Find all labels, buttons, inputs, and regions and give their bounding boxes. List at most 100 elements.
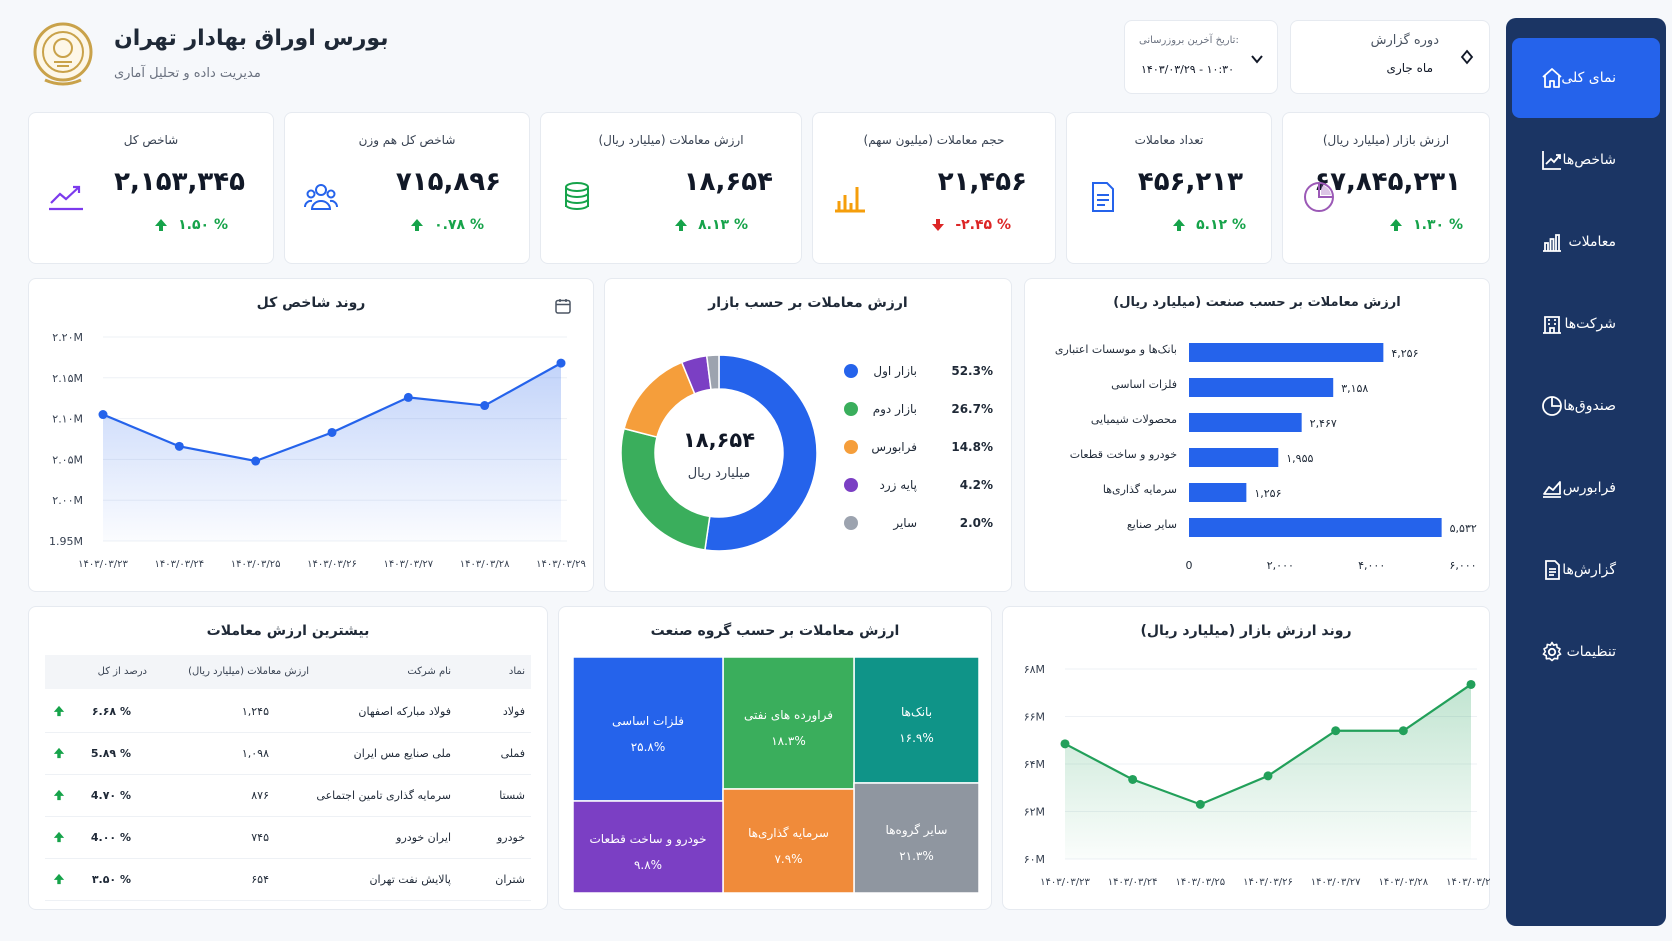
arrow-up-icon [53, 705, 65, 717]
bar-chart-icon [835, 187, 865, 213]
sidebar-item-farabourse[interactable]: فرابورس [1512, 448, 1660, 528]
calendar-icon[interactable] [554, 297, 572, 315]
document-icon [1092, 182, 1114, 212]
last-update-select[interactable]: تاریخ آخرین بروزرسانی: ۱۴۰۳/۰۳/۲۹ - ۱۰:۳… [1124, 20, 1278, 94]
kpi-card[interactable]: ارزش معاملات (میلیارد ریال) ۱۸,۶۵۴ ۸.۱۳ % [540, 112, 802, 264]
sidebar-item-funds[interactable]: صندوق‌ها [1512, 366, 1660, 446]
treemap-tile-value: ۲۱.۳% [899, 849, 934, 863]
data-point[interactable] [480, 401, 490, 411]
bar-chart-icon [1543, 234, 1561, 252]
x-tick-label: 0 [1186, 559, 1193, 572]
building-icon [1543, 316, 1561, 334]
data-point[interactable] [1398, 726, 1408, 736]
treemap-tile-label: خودرو و ساخت قطعات [589, 832, 706, 847]
bar[interactable] [1189, 448, 1279, 467]
data-point[interactable] [98, 410, 108, 420]
kpi-card[interactable]: شاخص کل ۲,۱۵۳,۳۴۵ ۱.۵۰ % [28, 112, 274, 264]
donut-slice[interactable] [705, 354, 720, 391]
sidebar-item-companies[interactable]: شرکت‌ها [1512, 284, 1660, 364]
sidebar-item-indices[interactable]: شاخص‌ها [1512, 120, 1660, 200]
data-point[interactable] [403, 392, 413, 402]
arrow-up-icon [1390, 219, 1403, 231]
cell-symbol: خودرو [496, 831, 525, 844]
last-update-label: تاریخ آخرین بروزرسانی: [1139, 35, 1239, 46]
last-update-value: ۱۴۰۳/۰۳/۲۹ - ۱۰:۳۰ [1141, 63, 1234, 76]
sidebar-item-overview[interactable]: نمای کلی [1512, 38, 1660, 118]
legend-swatch [844, 440, 858, 454]
data-point[interactable] [556, 358, 566, 368]
bar-value-label: ۵,۵۳۲ [1450, 522, 1477, 535]
data-point[interactable] [1195, 799, 1205, 809]
arrow-up-icon [411, 219, 424, 231]
kpi-card[interactable]: ارزش بازار (میلیارد ریال) ۶۷,۸۴۵,۲۳۱ ۱.۳۰ … [1282, 112, 1490, 264]
bar[interactable] [1189, 413, 1302, 432]
sidebar-item-reports[interactable]: گزارش‌ها [1512, 530, 1660, 610]
y-tick-label: ۶۴M [1024, 758, 1045, 771]
treemap-tile[interactable] [722, 788, 855, 894]
pie-icon [1304, 182, 1334, 212]
arrow-up-icon [675, 219, 688, 231]
kpi-change: ۸.۱۳ % [698, 217, 748, 233]
chart-line-icon [1542, 151, 1561, 170]
x-tick-label: ۱۴۰۳/۰۳/۲۳ [78, 559, 128, 570]
arrow-up-icon [53, 747, 65, 759]
bar-category-label: سرمایه گذاری‌ها [1103, 483, 1177, 496]
y-tick-label: ۲.۲۰M [52, 331, 83, 344]
data-point[interactable] [1466, 679, 1476, 689]
table-row[interactable]: شستا سرمایه گذاری تامین اجتماعی ۸۷۶ 4.۷۰ % [45, 775, 531, 817]
kpi-title: تعداد معاملات [1134, 133, 1204, 147]
arrow-up-icon [53, 831, 65, 843]
cell-percent: 4.۰۰ % [90, 831, 131, 844]
treemap-tile[interactable] [572, 656, 724, 802]
coins-icon [565, 182, 589, 210]
data-point[interactable] [1331, 726, 1341, 736]
bar[interactable] [1189, 518, 1442, 537]
report-period-label: دوره گزارش [1370, 33, 1439, 48]
market-trend-card: روند ارزش بازار (میلیارد ریال) ۶۸M ۶۶M ۶۴M… [1002, 606, 1491, 910]
home-icon [1542, 68, 1562, 88]
bar[interactable] [1189, 483, 1247, 502]
data-point[interactable] [327, 427, 337, 437]
report-period-select[interactable]: دوره گزارش ماه جاری [1290, 20, 1490, 94]
treemap-tile-value: ۹.۸% [634, 858, 662, 872]
data-point[interactable] [1060, 739, 1070, 749]
treemap-tile[interactable] [572, 800, 724, 894]
x-tick-label: ۱۴۰۳/۰۳/۲۵ [1175, 877, 1225, 888]
table-row[interactable]: شتران پالایش نفت تهران ۶۵۴ ۳.۵۰ % [45, 859, 531, 901]
sidebar-item-label: گزارش‌ها [1562, 562, 1616, 578]
data-point[interactable] [1263, 771, 1273, 781]
kpi-value: ۲,۱۵۳,۳۴۵ [114, 167, 245, 197]
data-point[interactable] [1128, 774, 1138, 784]
legend-value: 4.2% [960, 478, 993, 492]
table-row[interactable]: خودرو ایران خودرو ۷۴۵ 4.۰۰ % [45, 817, 531, 859]
industry-bar-title: ارزش معاملات بر حسب صنعت (میلیارد ریال) [1113, 295, 1401, 310]
donut-slice[interactable] [623, 361, 696, 438]
kpi-card[interactable]: شاخص کل هم وزن ۷۱۵,۸۹۶ ۰.۷۸ % [284, 112, 530, 264]
cell-percent: 4.۷۰ % [90, 789, 131, 802]
kpi-card[interactable]: تعداد معاملات ۴۵۶,۲۱۳ ۵.۱۲ % [1066, 112, 1272, 264]
x-tick-label: ۱۴۰۳/۰۳/۲۹ [1446, 877, 1491, 888]
chevron-updown-icon [1460, 49, 1474, 65]
treemap-tile[interactable] [853, 782, 980, 894]
table-row[interactable]: فملی ملی صنایع مس ایران ۱,۰۹۸ 5.۸۹ % [45, 733, 531, 775]
treemap-tile-label: فراورده های نفتی [744, 708, 833, 723]
bar[interactable] [1189, 343, 1384, 362]
top-trades-title: بیشترین ارزش معاملات [206, 623, 370, 639]
sidebar-item-trades[interactable]: معاملات [1512, 202, 1660, 282]
legend-swatch [844, 402, 858, 416]
donut-slice[interactable] [704, 354, 818, 552]
legend-label: پایه زرد [879, 478, 917, 493]
treemap-tile[interactable] [853, 656, 980, 784]
kpi-title: ارزش معاملات (میلیارد ریال) [598, 133, 744, 147]
sidebar-item-settings[interactable]: تنظیمات [1512, 612, 1660, 692]
table-row[interactable]: فولاد فولاد مبارکه اصفهان ۱,۲۴۵ ۶.۶۸ % [45, 691, 531, 733]
x-tick-label: ۱۴۰۳/۰۳/۲۴ [1108, 877, 1158, 888]
bar-category-label: فلزات اساسی [1111, 378, 1177, 391]
cell-value: ۷۴۵ [251, 831, 269, 844]
treemap-tile[interactable] [722, 656, 855, 790]
bar[interactable] [1189, 378, 1334, 397]
bar-value-label: ۲,۴۶۷ [1310, 417, 1337, 430]
data-point[interactable] [174, 441, 184, 451]
data-point[interactable] [251, 456, 261, 466]
kpi-card[interactable]: حجم معاملات (میلیون سهم) ۲۱,۴۵۶ -۲.۴۵ % [812, 112, 1056, 264]
